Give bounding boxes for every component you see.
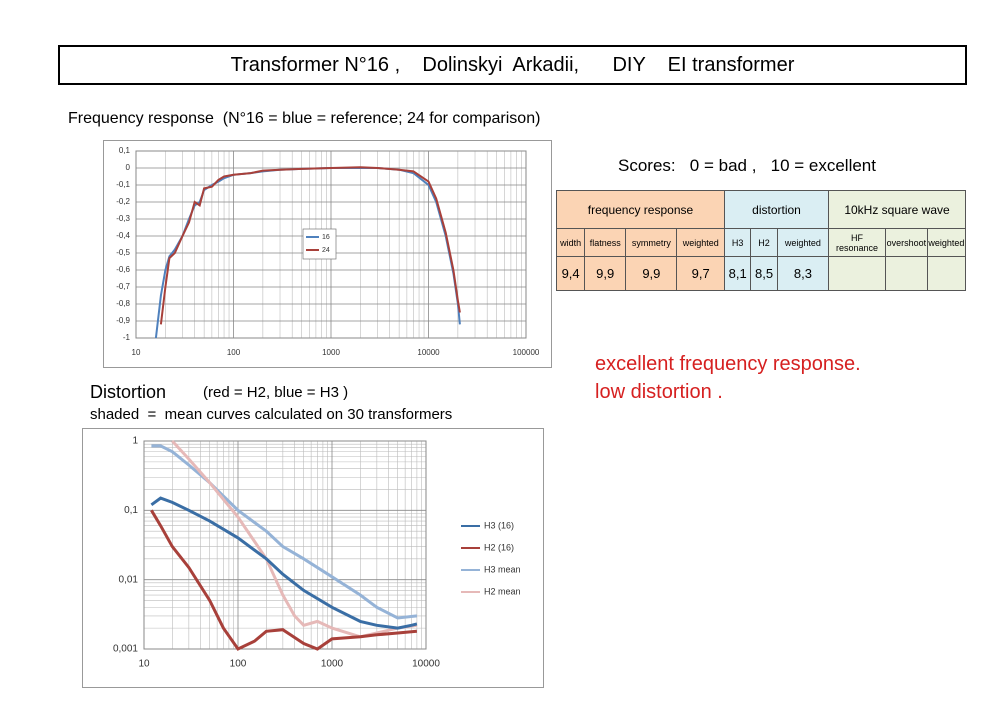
column-header: symmetry bbox=[625, 228, 678, 257]
column-header: H2 bbox=[750, 228, 778, 257]
frequency-chart: 10 100 1000 10000 100000 0,1 0 -0,1 -0,2 -0,3 -0,4… bbox=[103, 140, 552, 368]
x-tick-label: 100 bbox=[227, 348, 241, 357]
legend-label: H2 (16) bbox=[484, 542, 514, 552]
score: 8,1 bbox=[723, 256, 752, 291]
comment: low distortion . bbox=[595, 381, 723, 403]
column-header: flatness bbox=[584, 228, 627, 257]
distortion-title: Distortion bbox=[90, 382, 167, 402]
y-tick-label: -0,8 bbox=[116, 299, 130, 308]
y-tick-label: -0,3 bbox=[116, 214, 130, 223]
column-header: HF resonance bbox=[828, 228, 887, 257]
x-tick-label: 10000 bbox=[412, 659, 440, 670]
score: 9,7 bbox=[676, 256, 725, 291]
column-header: overshoot bbox=[885, 228, 928, 257]
x-tick-label: 1000 bbox=[322, 348, 340, 357]
comment: excellent frequency response. bbox=[595, 353, 861, 375]
score-empty bbox=[828, 256, 887, 291]
score: 8,3 bbox=[776, 256, 830, 291]
y-tick-label: -0,9 bbox=[116, 316, 130, 325]
column-header: weighted bbox=[776, 228, 830, 257]
y-tick-label: 0,1 bbox=[119, 146, 131, 155]
distortion-subtitle: shaded = mean curves calculated on 30 tr… bbox=[90, 406, 453, 423]
y-tick-label: -0,4 bbox=[116, 231, 130, 240]
series-line bbox=[150, 496, 418, 630]
x-tick-label: 1000 bbox=[321, 659, 344, 670]
score: 9,9 bbox=[584, 256, 627, 291]
y-tick-label: 0 bbox=[126, 163, 131, 172]
column-header: weighted bbox=[676, 228, 725, 257]
title: Transformer N°16 , Dolinskyi Arkadii, DI… bbox=[58, 45, 967, 85]
legend-label: 16 bbox=[322, 234, 330, 241]
y-tick-label: 0,01 bbox=[119, 574, 139, 585]
score: 8,5 bbox=[750, 256, 778, 291]
column-header: H3 bbox=[723, 228, 752, 257]
score-empty bbox=[926, 256, 967, 291]
y-tick-label: -0,7 bbox=[116, 282, 130, 291]
y-tick-label: -0,6 bbox=[116, 265, 130, 274]
distortion-chart: 10 100 1000 10000 1 0,1 0,01 0,001 H3 (16) H2 (16… bbox=[82, 428, 544, 688]
column-header: weighted bbox=[926, 228, 967, 257]
y-tick-label: 1 bbox=[132, 436, 138, 447]
score: 9,9 bbox=[625, 256, 678, 291]
legend-label: 24 bbox=[322, 247, 330, 254]
score-empty bbox=[885, 256, 928, 291]
series-line bbox=[150, 509, 418, 651]
x-tick-label: 100000 bbox=[513, 348, 540, 357]
series-line bbox=[159, 166, 461, 325]
legend-label: H3 (16) bbox=[484, 520, 514, 530]
fr-caption: Frequency response (N°16 = blue = refere… bbox=[68, 110, 541, 127]
plot-area bbox=[143, 440, 427, 650]
y-tick-label: -0,1 bbox=[116, 180, 130, 189]
legend-box bbox=[302, 228, 337, 260]
score: 9,4 bbox=[555, 256, 586, 291]
scores-heading: Scores: 0 = bad , 10 = excellent bbox=[618, 156, 876, 175]
x-tick-label: 10 bbox=[138, 659, 150, 670]
y-tick-label: -0,5 bbox=[116, 248, 130, 257]
group-header: frequency response bbox=[556, 190, 725, 229]
y-tick-label: 0,001 bbox=[113, 644, 138, 655]
y-tick-label: -1 bbox=[123, 333, 131, 342]
x-tick-label: 100 bbox=[230, 659, 247, 670]
x-tick-label: 10000 bbox=[417, 348, 440, 357]
series-line bbox=[151, 444, 418, 620]
x-tick-label: 10 bbox=[132, 348, 141, 357]
y-tick-label: -0,2 bbox=[116, 197, 130, 206]
legend-label: H2 mean bbox=[484, 586, 521, 596]
legend-label: H3 mean bbox=[484, 564, 521, 574]
column-header: width bbox=[555, 228, 586, 257]
group-header: distortion bbox=[723, 190, 830, 229]
y-tick-label: 0,1 bbox=[124, 505, 138, 516]
group-header: 10kHz square wave bbox=[828, 190, 966, 229]
scores-table: frequency response distortion 10kHz squa… bbox=[555, 190, 967, 291]
distortion-note: (red = H2, blue = H3 ) bbox=[203, 384, 349, 401]
